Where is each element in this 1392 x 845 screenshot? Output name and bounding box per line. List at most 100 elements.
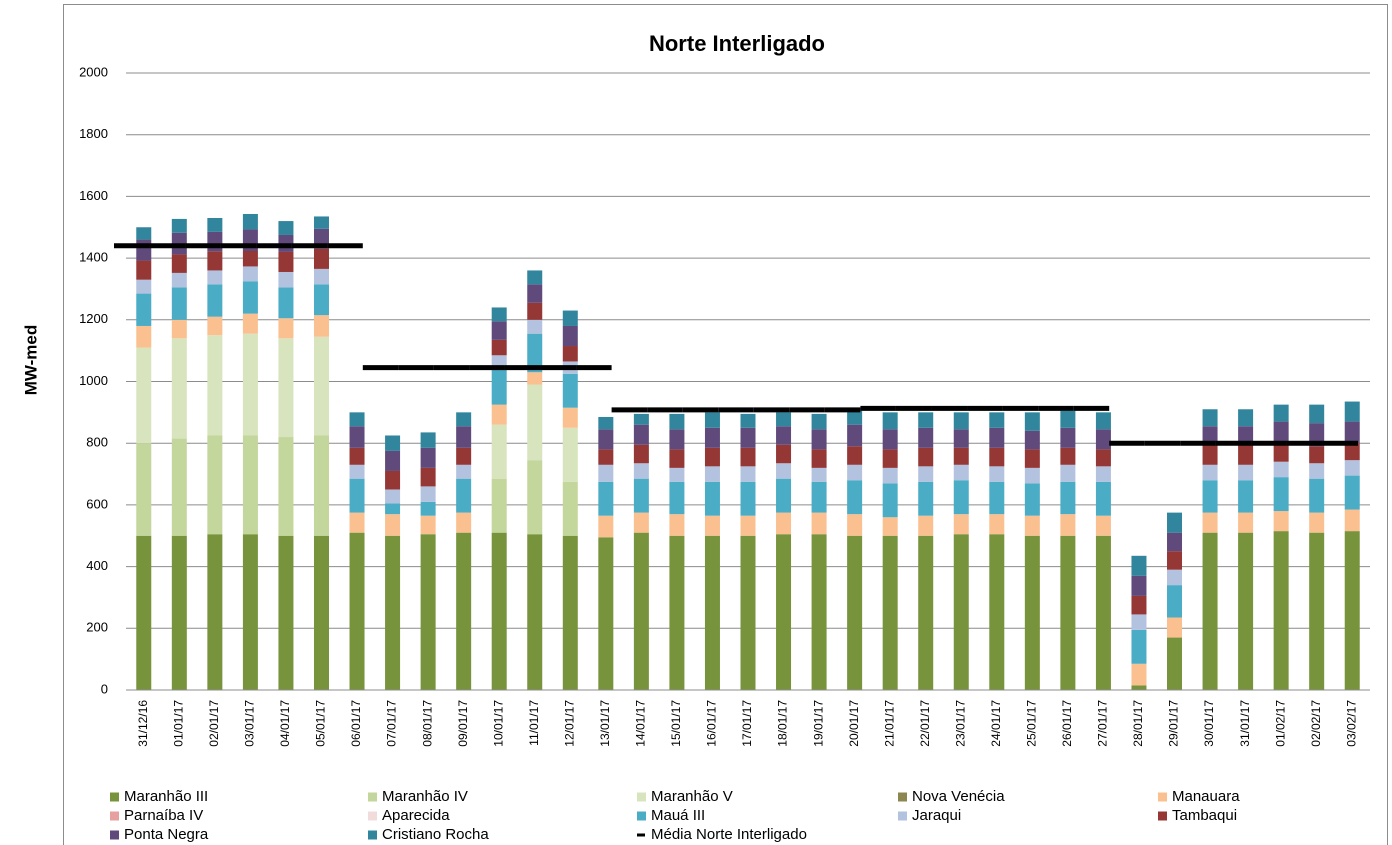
bar-segment [420,501,436,516]
x-tick-label: 10/01/17 [491,700,505,747]
bar-segment [1060,427,1076,448]
bar-segment [136,325,152,348]
bar-segment [598,449,614,465]
bar-segment [918,535,934,690]
bar-segment [242,333,258,436]
bar-segment [704,427,720,448]
legend-label: Maranhão V [651,788,733,805]
bar-segment [740,481,756,516]
bar-segment [349,532,365,690]
bar-segment [242,213,258,230]
bar-segment [278,338,294,438]
bar-segment [1167,569,1183,586]
bar-segment [171,535,187,690]
bar-segment [456,478,472,513]
bar-segment [420,467,436,487]
bar-segment [1238,532,1254,690]
bar-segment [882,483,898,518]
bar-segment [1024,467,1040,484]
y-tick-label: 0 [101,681,108,696]
bar-segment [669,481,685,515]
bar-segment [491,321,507,340]
bar-segment [207,231,223,252]
bar-segment [1060,447,1076,465]
bar-segment [1344,443,1360,461]
bar-segment [562,407,578,428]
bar-segment [313,248,329,269]
bar-segment [882,449,898,468]
bar-segment [1238,512,1254,533]
bar-segment [1273,511,1289,532]
chart-title: Norte Interligado [649,31,825,56]
x-tick-label: 04/01/17 [278,700,292,747]
y-tick-label: 600 [86,496,108,511]
bar-segment [1309,463,1325,479]
legend-label: Tambaqui [1172,807,1237,824]
legend-label: Manauara [1172,788,1240,805]
bar-segment [562,310,578,326]
bar-segment [847,446,863,465]
bar-segment [918,447,934,467]
legend-marker [898,792,907,802]
bar-segment [669,467,685,482]
bar-segment [491,367,507,405]
bar-segment [989,481,1005,515]
bar-segment [989,514,1005,535]
bar-segment [527,384,543,461]
bar-segment [349,412,365,427]
bar-segment [1024,535,1040,690]
bar-segment [1238,464,1254,481]
bar-segment [207,335,223,436]
bar-segment [1344,475,1360,510]
bar-segment [1095,466,1111,482]
bar-segment [776,534,792,690]
bar-segment [1344,421,1360,444]
bar-segment [527,534,543,690]
bar-segment [456,447,472,465]
bar-segment [527,460,543,535]
bar-segment [633,532,649,690]
x-tick-label: 08/01/17 [420,700,434,747]
bar-segment [704,412,720,428]
bar-segment [669,449,685,468]
bar-segment [1131,663,1147,686]
bar-segment [562,346,578,362]
bar-segment [242,251,258,267]
bar-segment [1024,449,1040,468]
bar-segment [811,481,827,513]
x-tick-label: 02/01/17 [207,700,221,747]
bar-segment [1024,430,1040,450]
bar-segment [740,413,756,428]
bar-segment [278,535,294,690]
legend-marker [110,811,119,821]
legend-label: Maranhão IV [382,788,468,805]
y-tick-label: 1800 [79,126,108,141]
legend-marker [368,792,377,802]
bar-segment [776,412,792,427]
bar-segment [882,535,898,690]
legend-marker [637,811,646,821]
bar-segment [136,279,152,294]
bar-segment [953,464,969,481]
legend-label: Mauá III [651,807,705,824]
bar-segment [420,447,436,468]
legend-label: Parnaíba IV [124,807,203,824]
x-tick-label: 28/01/17 [1131,700,1145,747]
bar-segment [704,447,720,467]
bar-segment [1095,515,1111,536]
legend-marker [1158,792,1167,802]
x-tick-label: 15/01/17 [669,700,683,747]
bar-segment [1273,443,1289,462]
bar-segment [278,271,294,288]
bar-segment [1202,426,1218,445]
bar-segment [776,426,792,445]
bar-segment [847,480,863,515]
bar-segment [136,535,152,690]
bar-segment [278,221,294,235]
bar-segment [278,437,294,536]
bar-segment [527,372,543,385]
bar-segment [207,270,223,285]
bar-segment [1202,464,1218,481]
bar-segment [1309,404,1325,424]
bar-segment [882,517,898,536]
